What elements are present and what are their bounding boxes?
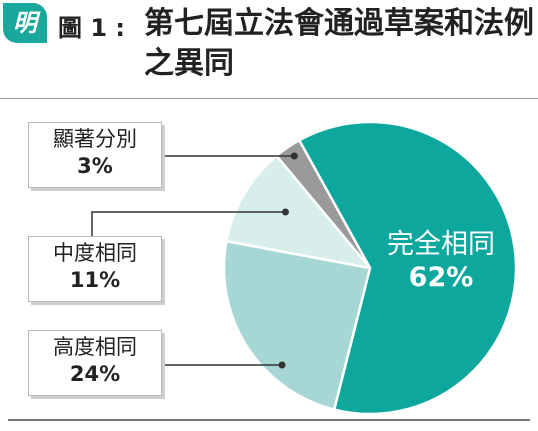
figure-label: 圖 1 : bbox=[58, 14, 126, 42]
slice-0-label: 完全相同 bbox=[387, 229, 495, 260]
pie-slice-0 bbox=[297, 120, 518, 416]
bottom-divider bbox=[8, 419, 530, 421]
callout-value: 3% bbox=[77, 154, 113, 178]
pie-slices bbox=[222, 120, 518, 416]
chart-title: 第七屆立法會通過草案和法例之異同 bbox=[144, 6, 534, 81]
top-divider bbox=[0, 98, 538, 99]
callout-value: 11% bbox=[69, 268, 121, 292]
leader-lines bbox=[91, 152, 298, 369]
leader-dot-slice-3 bbox=[290, 152, 298, 160]
callout-label: 高度相同 bbox=[53, 335, 137, 359]
leader-dot-slice-1 bbox=[278, 361, 286, 369]
callout-label: 中度相同 bbox=[53, 241, 137, 265]
callout-value: 24% bbox=[69, 362, 121, 386]
pie-slice-2 bbox=[225, 154, 372, 270]
callout-significant-difference: 顯著分別 3% bbox=[28, 122, 162, 188]
slice-0-value: 62% bbox=[409, 262, 474, 293]
ming-pao-logo: 明 bbox=[3, 3, 47, 43]
leader-line-slice-2 bbox=[91, 211, 286, 236]
callout-moderately-same: 中度相同 11% bbox=[28, 236, 162, 302]
leader-dot-slice-2 bbox=[281, 208, 289, 216]
callout-label: 顯著分別 bbox=[53, 127, 137, 151]
callout-highly-same: 高度相同 24% bbox=[28, 330, 162, 396]
pie-slice-1 bbox=[222, 239, 372, 411]
